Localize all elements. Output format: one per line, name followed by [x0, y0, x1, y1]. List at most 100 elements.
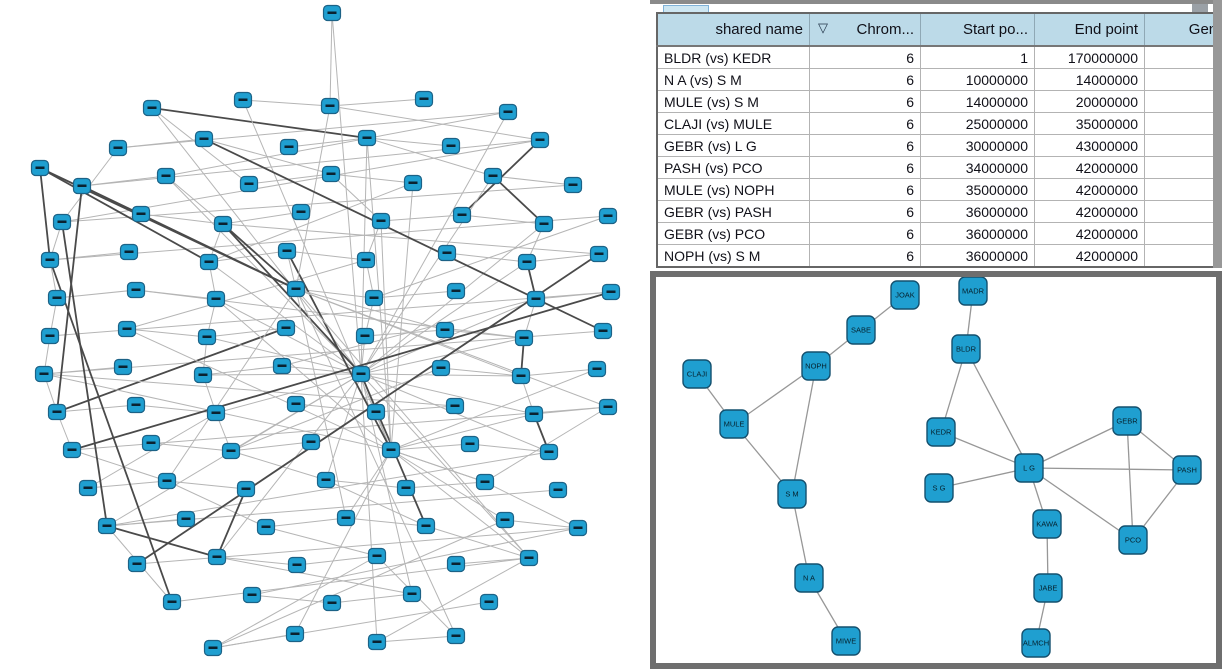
- subnetwork-node-noph[interactable]: NOPH: [801, 351, 831, 381]
- network-node[interactable]: [519, 549, 539, 567]
- network-node[interactable]: [286, 280, 306, 298]
- cell-value[interactable]: 6: [809, 244, 921, 268]
- cell-value[interactable]: 42000000: [1034, 156, 1145, 179]
- network-node[interactable]: [441, 137, 461, 155]
- network-node[interactable]: [483, 167, 503, 185]
- subnetwork-node-joak[interactable]: JOAK: [890, 280, 920, 310]
- cell-shared-name[interactable]: MULE (vs) NOPH: [656, 178, 810, 201]
- network-node[interactable]: [539, 443, 559, 461]
- cell-shared-name[interactable]: NOPH (vs) S M: [656, 244, 810, 268]
- network-node[interactable]: [452, 206, 472, 224]
- subnetwork-node-s-g[interactable]: S G: [924, 473, 954, 503]
- network-node[interactable]: [534, 215, 554, 233]
- cell-value[interactable]: 6: [809, 68, 921, 91]
- network-node[interactable]: [279, 138, 299, 156]
- network-node[interactable]: [316, 471, 336, 489]
- network-node[interactable]: [199, 253, 219, 271]
- network-node[interactable]: [445, 397, 465, 415]
- network-node[interactable]: [285, 625, 305, 643]
- network-node[interactable]: [126, 396, 146, 414]
- subnetwork-node-kawa[interactable]: KAWA: [1032, 509, 1062, 539]
- network-node[interactable]: [495, 511, 515, 529]
- network-node[interactable]: [511, 367, 531, 385]
- network-node[interactable]: [587, 360, 607, 378]
- network-node[interactable]: [336, 509, 356, 527]
- network-node[interactable]: [357, 129, 377, 147]
- network-node[interactable]: [286, 395, 306, 413]
- network-node[interactable]: [366, 403, 386, 421]
- subnetwork-node-n-a[interactable]: N A: [794, 563, 824, 593]
- subnetwork-node-sabe[interactable]: SABE: [846, 315, 876, 345]
- cell-value[interactable]: 34000000: [920, 156, 1035, 179]
- cell-value[interactable]: 11.4: [1144, 156, 1222, 179]
- network-node[interactable]: [598, 207, 618, 225]
- network-node[interactable]: [78, 479, 98, 497]
- cell-value[interactable]: 36000000: [920, 222, 1035, 245]
- cell-value[interactable]: 10000000: [920, 68, 1035, 91]
- network-node[interactable]: [233, 91, 253, 109]
- network-node[interactable]: [446, 282, 466, 300]
- network-node[interactable]: [239, 175, 259, 193]
- network-node[interactable]: [34, 365, 54, 383]
- cell-value[interactable]: 6: [809, 178, 921, 201]
- table-row[interactable]: NOPH (vs) S M636000000420000009.9: [656, 244, 1222, 268]
- network-node[interactable]: [322, 594, 342, 612]
- cell-value[interactable]: 30000000: [920, 134, 1035, 157]
- network-node[interactable]: [414, 90, 434, 108]
- network-node[interactable]: [277, 242, 297, 260]
- cell-value[interactable]: 9.9: [1144, 244, 1222, 268]
- network-node[interactable]: [416, 517, 436, 535]
- network-node[interactable]: [301, 433, 321, 451]
- cell-value[interactable]: 10.5: [1144, 178, 1222, 201]
- cell-value[interactable]: 43000000: [1034, 134, 1145, 157]
- network-node[interactable]: [126, 281, 146, 299]
- network-node[interactable]: [479, 593, 499, 611]
- cell-value[interactable]: 35000000: [920, 178, 1035, 201]
- network-node[interactable]: [367, 547, 387, 565]
- cell-value[interactable]: 8.9: [1144, 200, 1222, 223]
- table-row[interactable]: MULE (vs) NOPH6350000004200000010.5: [656, 178, 1222, 201]
- cell-shared-name[interactable]: MULE (vs) S M: [656, 90, 810, 113]
- cell-value[interactable]: 14000000: [920, 90, 1035, 113]
- cell-value[interactable]: 5.9: [1144, 112, 1222, 135]
- subnetwork-node-claji[interactable]: CLAJI: [682, 359, 712, 389]
- cell-value[interactable]: 6: [809, 156, 921, 179]
- network-node[interactable]: [40, 251, 60, 269]
- network-node[interactable]: [589, 245, 609, 263]
- network-node[interactable]: [97, 517, 117, 535]
- network-node[interactable]: [355, 327, 375, 345]
- network-node[interactable]: [381, 441, 401, 459]
- network-node[interactable]: [403, 174, 423, 192]
- cell-value[interactable]: 7.5: [1144, 90, 1222, 113]
- cell-value[interactable]: 6: [809, 112, 921, 135]
- cell-value[interactable]: 42000000: [1034, 178, 1145, 201]
- subnetwork-node-miwe[interactable]: MIWE: [831, 626, 861, 656]
- network-node[interactable]: [321, 165, 341, 183]
- table-row[interactable]: N A (vs) S M610000000140000006.6: [656, 68, 1222, 91]
- cell-shared-name[interactable]: PASH (vs) PCO: [656, 156, 810, 179]
- cell-value[interactable]: 36000000: [920, 244, 1035, 268]
- network-node[interactable]: [162, 593, 182, 611]
- network-node[interactable]: [437, 244, 457, 262]
- table-vertical-scrollbar[interactable]: [1213, 0, 1222, 268]
- network-node[interactable]: [563, 176, 583, 194]
- network-node[interactable]: [108, 139, 128, 157]
- cell-value[interactable]: 35000000: [1034, 112, 1145, 135]
- network-node[interactable]: [320, 97, 340, 115]
- network-node[interactable]: [276, 319, 296, 337]
- network-node[interactable]: [30, 159, 50, 177]
- network-node[interactable]: [371, 212, 391, 230]
- network-node[interactable]: [291, 203, 311, 221]
- network-node[interactable]: [526, 290, 546, 308]
- cell-shared-name[interactable]: GEBR (vs) L G: [656, 134, 810, 157]
- cell-value[interactable]: 25000000: [920, 112, 1035, 135]
- cell-value[interactable]: 6: [809, 222, 921, 245]
- subnetwork-node-almch[interactable]: ALMCH: [1021, 628, 1051, 658]
- cell-value[interactable]: 8.4: [1144, 222, 1222, 245]
- cell-value[interactable]: 6: [809, 45, 921, 69]
- table-row[interactable]: GEBR (vs) PCO636000000420000008.4: [656, 222, 1222, 245]
- main-network-panel[interactable]: [0, 0, 650, 669]
- network-node[interactable]: [593, 322, 613, 340]
- cell-value[interactable]: 42000000: [1034, 222, 1145, 245]
- subnetwork-node-jabe[interactable]: JABE: [1033, 573, 1063, 603]
